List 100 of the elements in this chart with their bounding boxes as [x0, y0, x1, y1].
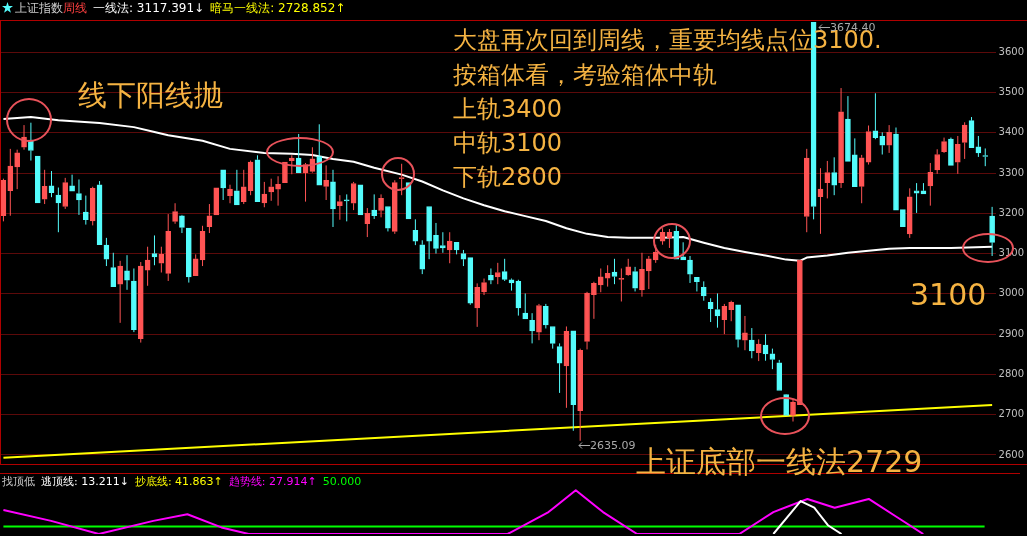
y-tick-label: 2800: [998, 367, 1024, 379]
candlestick: [220, 169, 226, 201]
candlestick: [227, 184, 233, 204]
candlestick: [776, 359, 783, 391]
y-tick-label: 3000: [998, 287, 1024, 299]
y-tick-label: 3300: [998, 166, 1024, 178]
candlestick: [234, 169, 240, 206]
candlestick: [632, 266, 638, 292]
candlestick: [192, 253, 199, 277]
candlestick: [570, 330, 577, 432]
y-tick-label: 2900: [998, 327, 1024, 339]
candlestick: [639, 252, 645, 298]
annotation: 线下阳线抛: [78, 78, 223, 112]
candlestick: [391, 179, 398, 235]
candlestick: [446, 231, 453, 264]
candlestick: [378, 193, 384, 218]
candlestick: [893, 127, 899, 211]
candlestick: [323, 164, 329, 201]
text: 一线法: 3117.391↓: [93, 1, 205, 15]
candlestick: [316, 123, 323, 186]
candlestick: [131, 267, 137, 333]
candlestick: [460, 249, 467, 267]
annotation: 下轨2800: [453, 163, 563, 191]
annotation: 中轨3100: [453, 129, 563, 157]
candlestick: [886, 124, 892, 154]
candlestick: [76, 178, 82, 216]
candlestick: [240, 169, 247, 205]
candlestick: [879, 131, 886, 156]
candlestick: [851, 137, 858, 188]
annotation: 2635.09: [590, 439, 636, 452]
candlestick: [268, 178, 275, 202]
candlestick: [783, 394, 789, 416]
annotation: 按箱体看，考验箱体中轨: [453, 61, 717, 89]
candlestick: [694, 277, 700, 292]
annotation: 3100: [910, 277, 987, 312]
candlestick: [927, 162, 934, 207]
candlestick: [385, 206, 391, 232]
candlestick: [481, 278, 487, 296]
candlestick: [934, 148, 941, 175]
text: 抄底线: 41.863↑: [134, 475, 223, 488]
text: 暗马一线法: 2728.852↑: [210, 1, 346, 15]
candlestick: [591, 281, 597, 320]
candlestick: [728, 300, 735, 322]
candlestick: [494, 262, 501, 285]
candlestick: [185, 227, 192, 284]
candlestick: [803, 148, 810, 233]
y-tick-label: 3600: [998, 45, 1024, 57]
candlestick: [7, 148, 14, 217]
text: 50.000: [322, 475, 362, 488]
candlestick: [110, 252, 117, 287]
candlestick: [337, 194, 343, 221]
y-tick-label: 2600: [998, 448, 1024, 460]
chart-title: 上证指数: [15, 1, 63, 15]
candlestick: [117, 260, 123, 324]
chart-subtitle: 周线: [63, 1, 87, 15]
candlestick: [735, 304, 741, 348]
chart-title: 找顶低: [2, 475, 35, 488]
candlestick: [62, 177, 69, 210]
candlestick: [82, 195, 89, 226]
candlestick: [755, 338, 762, 362]
candlestick: [364, 207, 371, 238]
candlestick: [872, 92, 879, 140]
y-tick-label: 3400: [998, 126, 1024, 138]
candlestick: [845, 95, 851, 162]
candlestick: [597, 267, 604, 293]
candlestick: [371, 193, 378, 220]
candlestick: [954, 135, 961, 175]
candlestick: [584, 292, 590, 350]
text: 逃顶线: 13.211↓: [41, 475, 129, 488]
candlestick: [549, 326, 556, 350]
candlestick: [501, 258, 508, 282]
candlestick: [625, 258, 632, 276]
candlestick: [28, 122, 34, 162]
candlestick: [343, 193, 350, 222]
y-tick-label: 3500: [998, 86, 1024, 98]
candlestick: [330, 169, 336, 228]
candlestick: [831, 156, 838, 196]
y-tick-label: 3200: [998, 206, 1024, 218]
candlestick: [838, 87, 844, 189]
candlestick: [748, 327, 755, 359]
candlestick: [536, 303, 542, 341]
candlestick: [124, 254, 130, 291]
candlestick: [700, 280, 707, 302]
candlestick: [474, 282, 481, 328]
candlestick: [165, 213, 172, 282]
candlestick: [467, 257, 474, 306]
candlestick: [419, 239, 426, 275]
candlestick: [137, 261, 144, 344]
candlestick: [172, 202, 178, 225]
candlestick: [433, 222, 439, 255]
candlestick: [906, 187, 913, 239]
candlestick: [529, 312, 535, 344]
candlestick: [948, 137, 954, 166]
candlestick: [275, 175, 281, 207]
candlestick: [989, 206, 995, 257]
candlestick: [645, 255, 652, 290]
candlestick: [577, 348, 583, 442]
candlestick: [522, 292, 529, 320]
candlestick: [687, 255, 693, 284]
candlestick: [14, 149, 20, 190]
